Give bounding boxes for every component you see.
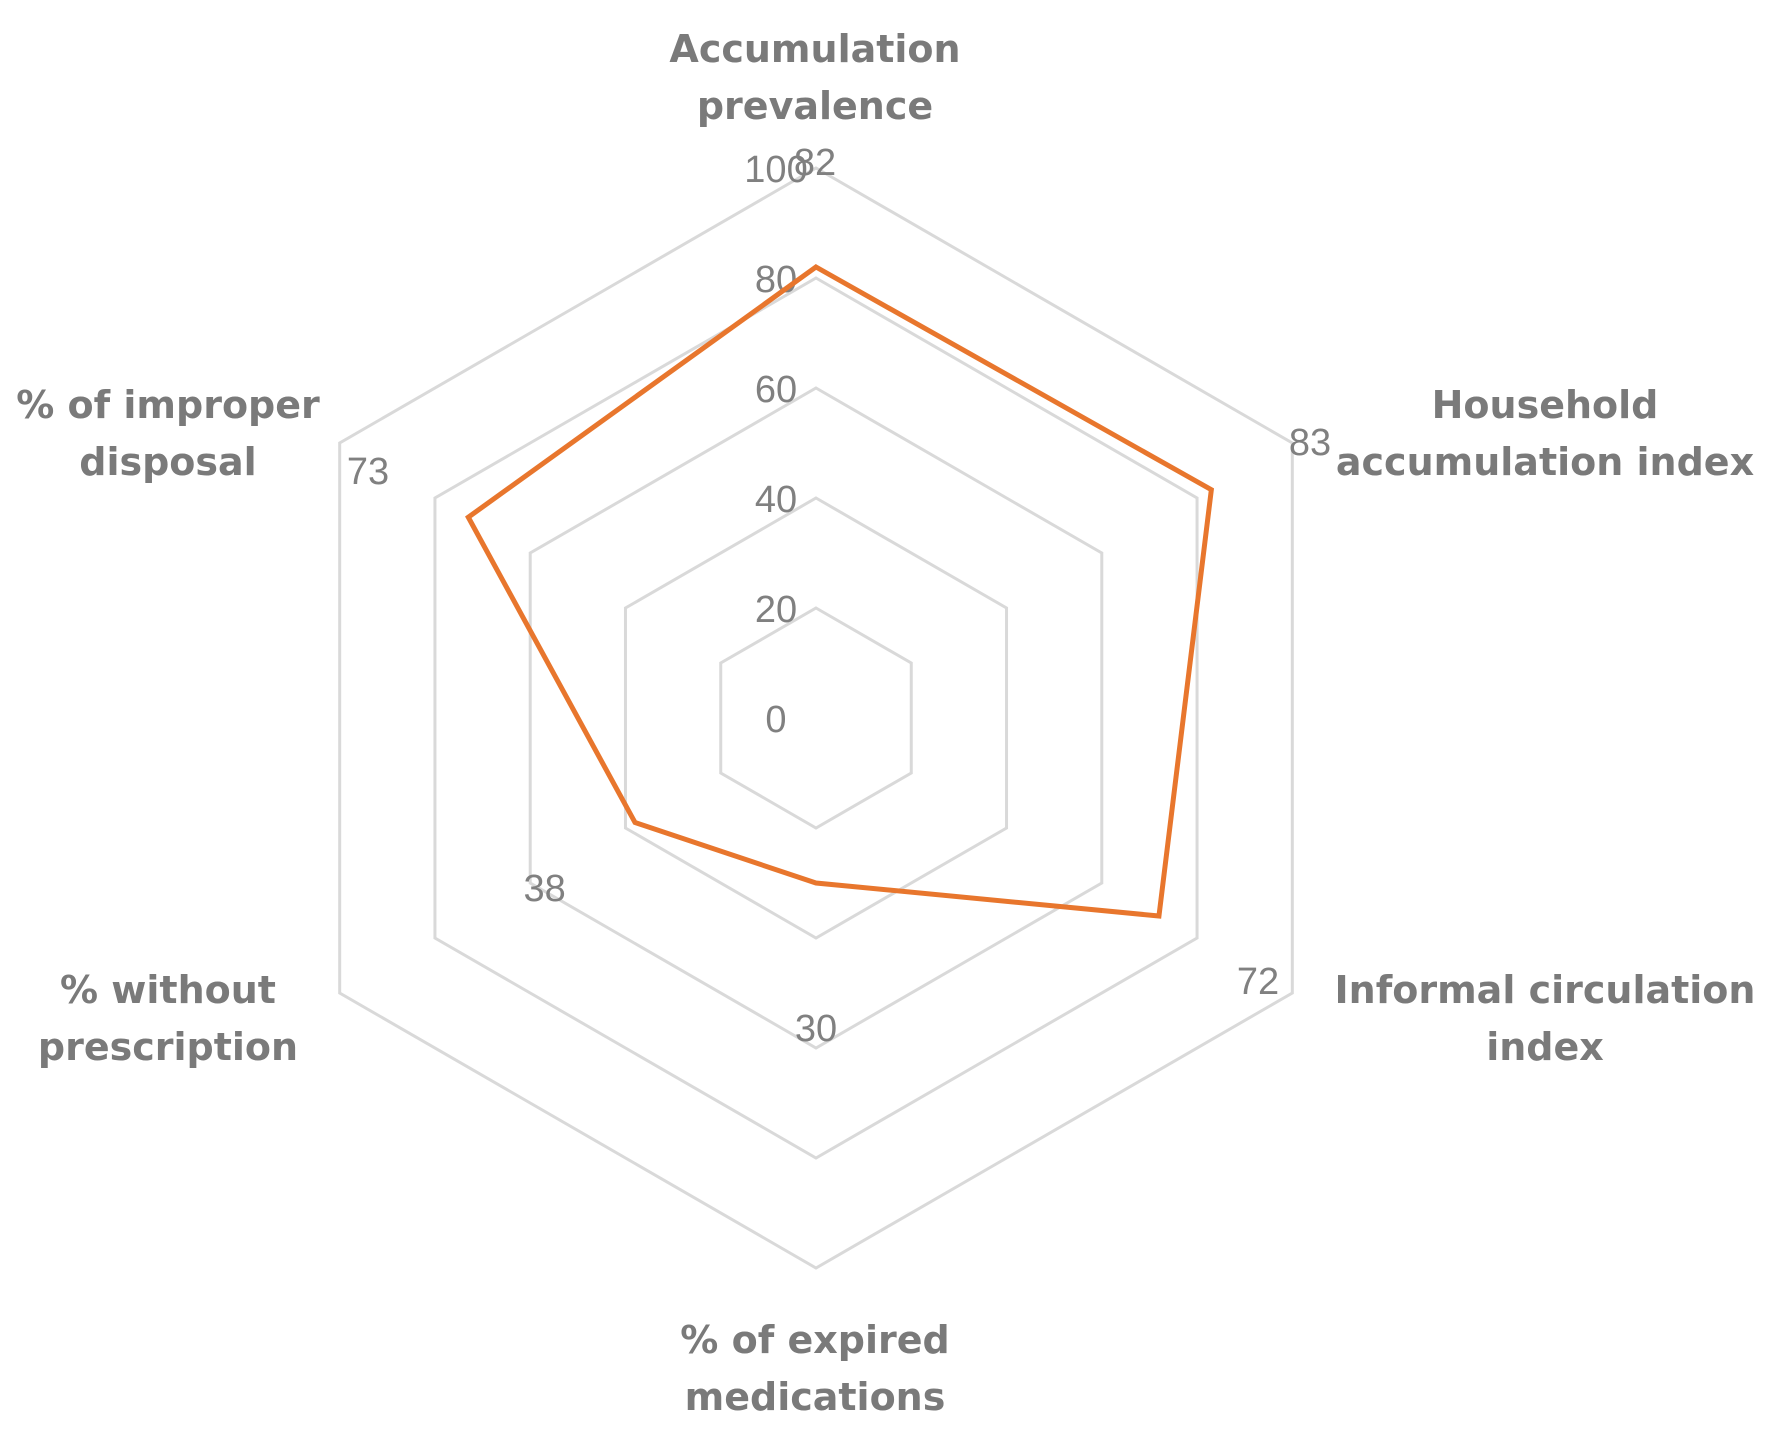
category-labels: Accumulation prevalence Household accumulat… [16, 27, 1755, 1419]
category-label-1-line-0: Household [1432, 383, 1659, 427]
category-label-3: % of expired medications [680, 1318, 949, 1419]
tick-label-100: 100 [744, 149, 807, 191]
tick-label-20: 20 [755, 589, 797, 631]
series-layer [465, 264, 1215, 919]
category-label-4-line-1: prescription [38, 1025, 298, 1069]
category-label-2: Informal circulation index [1335, 968, 1756, 1069]
data-label-4: 38 [523, 868, 565, 910]
data-labels: 82 83 72 30 38 73 [347, 142, 1331, 1050]
data-label-3: 30 [795, 1008, 837, 1050]
category-label-1: Household accumulation index [1336, 383, 1754, 484]
grid-ring-20 [719, 606, 913, 830]
category-label-2-line-1: index [1486, 1025, 1604, 1069]
category-label-3-line-1: medications [685, 1375, 946, 1419]
category-label-0: Accumulation prevalence [669, 27, 960, 128]
category-label-5: % of improper disposal [16, 383, 320, 484]
category-label-3-line-0: % of expired [680, 1318, 949, 1362]
grid-ring-100 [338, 166, 1294, 1270]
category-label-0-line-1: prevalence [697, 84, 933, 128]
tick-label-0: 0 [765, 699, 786, 741]
category-label-1-line-1: accumulation index [1336, 440, 1754, 484]
data-label-2: 72 [1237, 961, 1279, 1003]
series-line-0 [465, 264, 1215, 919]
data-label-1: 83 [1289, 422, 1331, 464]
category-label-2-line-0: Informal circulation [1335, 968, 1756, 1012]
category-label-0-line-0: Accumulation [669, 27, 960, 71]
radar-grid [338, 166, 1294, 1270]
data-label-0: 82 [794, 142, 836, 184]
category-label-5-line-1: disposal [79, 440, 256, 484]
category-label-5-line-0: % of improper [16, 383, 320, 427]
grid-ring-60 [528, 386, 1104, 1050]
grid-ring-80 [433, 276, 1199, 1160]
data-label-5: 73 [347, 451, 389, 493]
category-label-4-line-0: % without [60, 968, 276, 1012]
grid-ring-40 [623, 496, 1009, 940]
tick-label-40: 40 [755, 479, 797, 521]
category-label-4: % without prescription [38, 968, 298, 1069]
tick-label-60: 60 [755, 369, 797, 411]
